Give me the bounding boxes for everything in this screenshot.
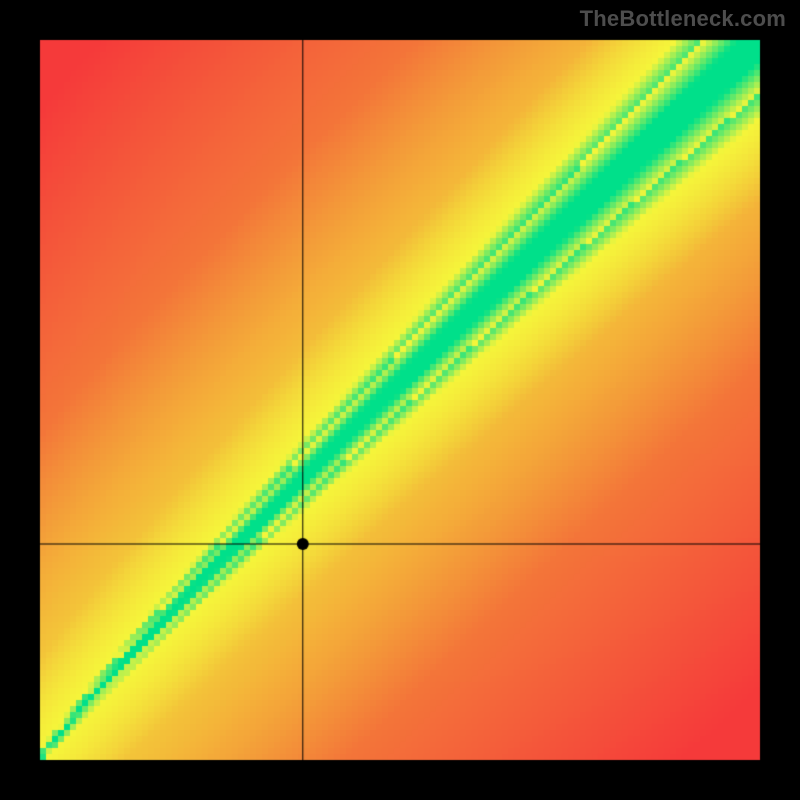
bottleneck-heatmap <box>0 0 800 800</box>
watermark-text: TheBottleneck.com <box>580 6 786 32</box>
